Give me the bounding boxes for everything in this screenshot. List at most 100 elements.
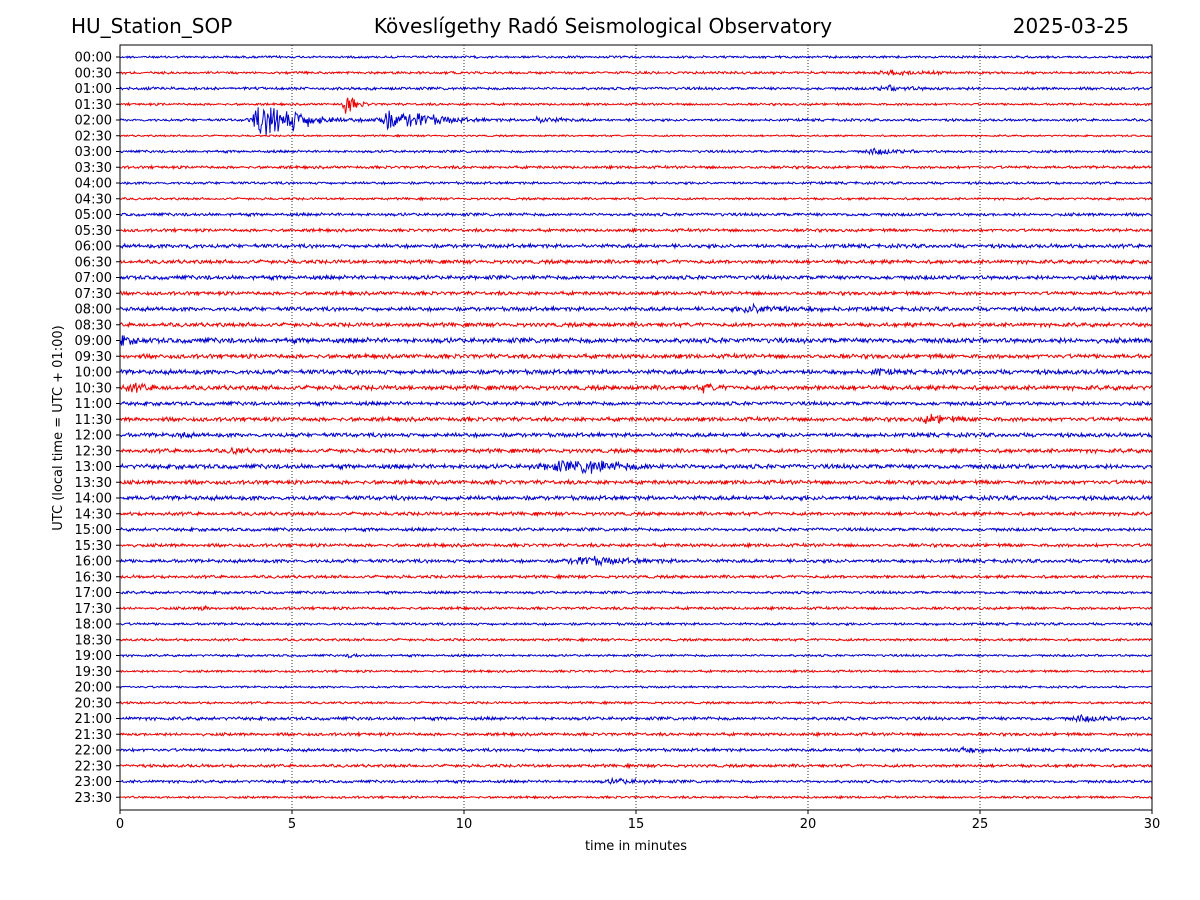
- trace-1000: [119, 367, 1153, 377]
- y-tick-label: 13:30: [75, 476, 112, 491]
- trace-2130: [119, 730, 1153, 738]
- y-tick-label: 06:30: [75, 255, 112, 270]
- y-tick-label: 09:30: [75, 350, 112, 365]
- trace-0930: [119, 352, 1153, 361]
- y-tick-label: 03:30: [75, 161, 112, 176]
- y-tick-label: 22:30: [75, 759, 112, 774]
- trace-1500: [119, 526, 1153, 533]
- y-tick-label: 16:30: [75, 570, 112, 585]
- y-tick-label: 21:30: [75, 728, 112, 743]
- y-tick-label: 01:30: [75, 98, 112, 113]
- y-tick-label: 04:30: [75, 192, 112, 207]
- y-tick-label: 17:30: [75, 602, 112, 617]
- x-tick-label: 10: [456, 817, 473, 832]
- y-tick-label: 00:00: [75, 51, 112, 66]
- x-tick-label: 20: [800, 817, 817, 832]
- station-name: HU_Station_SOP: [71, 14, 233, 38]
- trace-0130: [119, 97, 1153, 114]
- trace-0230: [119, 133, 1153, 138]
- y-tick-label: 06:00: [75, 240, 112, 255]
- y-tick-label: 07:00: [75, 271, 112, 286]
- x-tick-label: 25: [972, 817, 989, 832]
- y-tick-label: 05:00: [75, 208, 112, 223]
- trace-0100: [119, 83, 1153, 92]
- trace-1430: [119, 510, 1153, 518]
- y-tick-label: 02:30: [75, 129, 112, 144]
- y-axis-label: UTC (local time = UTC + 01:00): [51, 325, 66, 530]
- x-axis-ticks: 0 5 10 15 20 25 30: [116, 810, 1160, 832]
- y-tick-label: 08:00: [75, 303, 112, 318]
- observatory-title: Köveslígethy Radó Seismological Observat…: [373, 14, 833, 38]
- y-tick-label: 23:30: [75, 791, 112, 806]
- y-axis-ticks: 00:0000:3001:0001:3002:0002:3003:0003:30…: [75, 51, 120, 806]
- seismic-traces: [119, 54, 1153, 800]
- trace-0630: [119, 258, 1153, 266]
- trace-1600: [119, 555, 1153, 568]
- grid-lines: [291, 45, 981, 810]
- trace-0030: [119, 68, 1153, 77]
- y-tick-label: 14:00: [75, 492, 112, 507]
- y-tick-label: 10:30: [75, 381, 112, 396]
- y-tick-label: 17:00: [75, 586, 112, 601]
- y-tick-label: 20:00: [75, 681, 112, 696]
- trace-0200: [119, 107, 1153, 136]
- trace-1030: [119, 382, 1153, 394]
- trace-0430: [119, 196, 1153, 202]
- trace-1300: [119, 460, 1153, 475]
- trace-1400: [119, 493, 1153, 502]
- y-tick-label: 18:00: [75, 618, 112, 633]
- y-tick-label: 15:00: [75, 523, 112, 538]
- trace-1230: [119, 446, 1153, 456]
- y-tick-label: 13:00: [75, 460, 112, 475]
- trace-2330: [119, 794, 1153, 800]
- trace-2100: [119, 713, 1153, 724]
- y-tick-label: 08:30: [75, 318, 112, 333]
- y-tick-label: 19:00: [75, 649, 112, 664]
- trace-0830: [119, 321, 1153, 329]
- trace-0700: [119, 273, 1153, 282]
- trace-2000: [119, 684, 1153, 690]
- trace-1200: [119, 430, 1153, 440]
- x-tick-label: 30: [1144, 817, 1161, 832]
- trace-1100: [119, 399, 1153, 408]
- trace-0000: [119, 54, 1153, 60]
- y-tick-label: 07:30: [75, 287, 112, 302]
- trace-1630: [119, 573, 1153, 581]
- y-tick-label: 19:30: [75, 665, 112, 680]
- y-tick-label: 18:30: [75, 633, 112, 648]
- trace-1830: [119, 637, 1153, 643]
- y-tick-label: 10:00: [75, 366, 112, 381]
- y-tick-label: 02:00: [75, 114, 112, 129]
- trace-0730: [119, 289, 1153, 297]
- x-tick-label: 0: [116, 817, 124, 832]
- x-axis-label: time in minutes: [585, 839, 687, 854]
- trace-1530: [119, 541, 1153, 549]
- y-tick-label: 21:00: [75, 712, 112, 727]
- y-tick-label: 03:00: [75, 145, 112, 160]
- y-tick-label: 14:30: [75, 507, 112, 522]
- y-tick-label: 09:00: [75, 334, 112, 349]
- recording-date: 2025-03-25: [1012, 14, 1129, 38]
- y-tick-label: 12:00: [75, 429, 112, 444]
- trace-1900: [119, 652, 1153, 659]
- trace-0530: [119, 226, 1153, 234]
- trace-2300: [119, 776, 1153, 786]
- y-tick-label: 05:30: [75, 224, 112, 239]
- y-tick-label: 04:00: [75, 177, 112, 192]
- y-tick-label: 01:00: [75, 82, 112, 97]
- trace-0300: [119, 147, 1153, 156]
- trace-2230: [119, 762, 1153, 770]
- trace-1800: [119, 621, 1153, 627]
- trace-1330: [119, 478, 1153, 486]
- y-tick-label: 20:30: [75, 696, 112, 711]
- trace-1700: [119, 589, 1153, 596]
- y-tick-label: 00:30: [75, 66, 112, 81]
- trace-0600: [119, 242, 1153, 250]
- trace-0500: [119, 211, 1153, 218]
- y-tick-label: 12:30: [75, 444, 112, 459]
- y-tick-label: 15:30: [75, 539, 112, 554]
- y-tick-label: 11:30: [75, 413, 112, 428]
- y-tick-label: 16:00: [75, 555, 112, 570]
- x-tick-label: 5: [288, 817, 296, 832]
- y-tick-label: 23:00: [75, 775, 112, 790]
